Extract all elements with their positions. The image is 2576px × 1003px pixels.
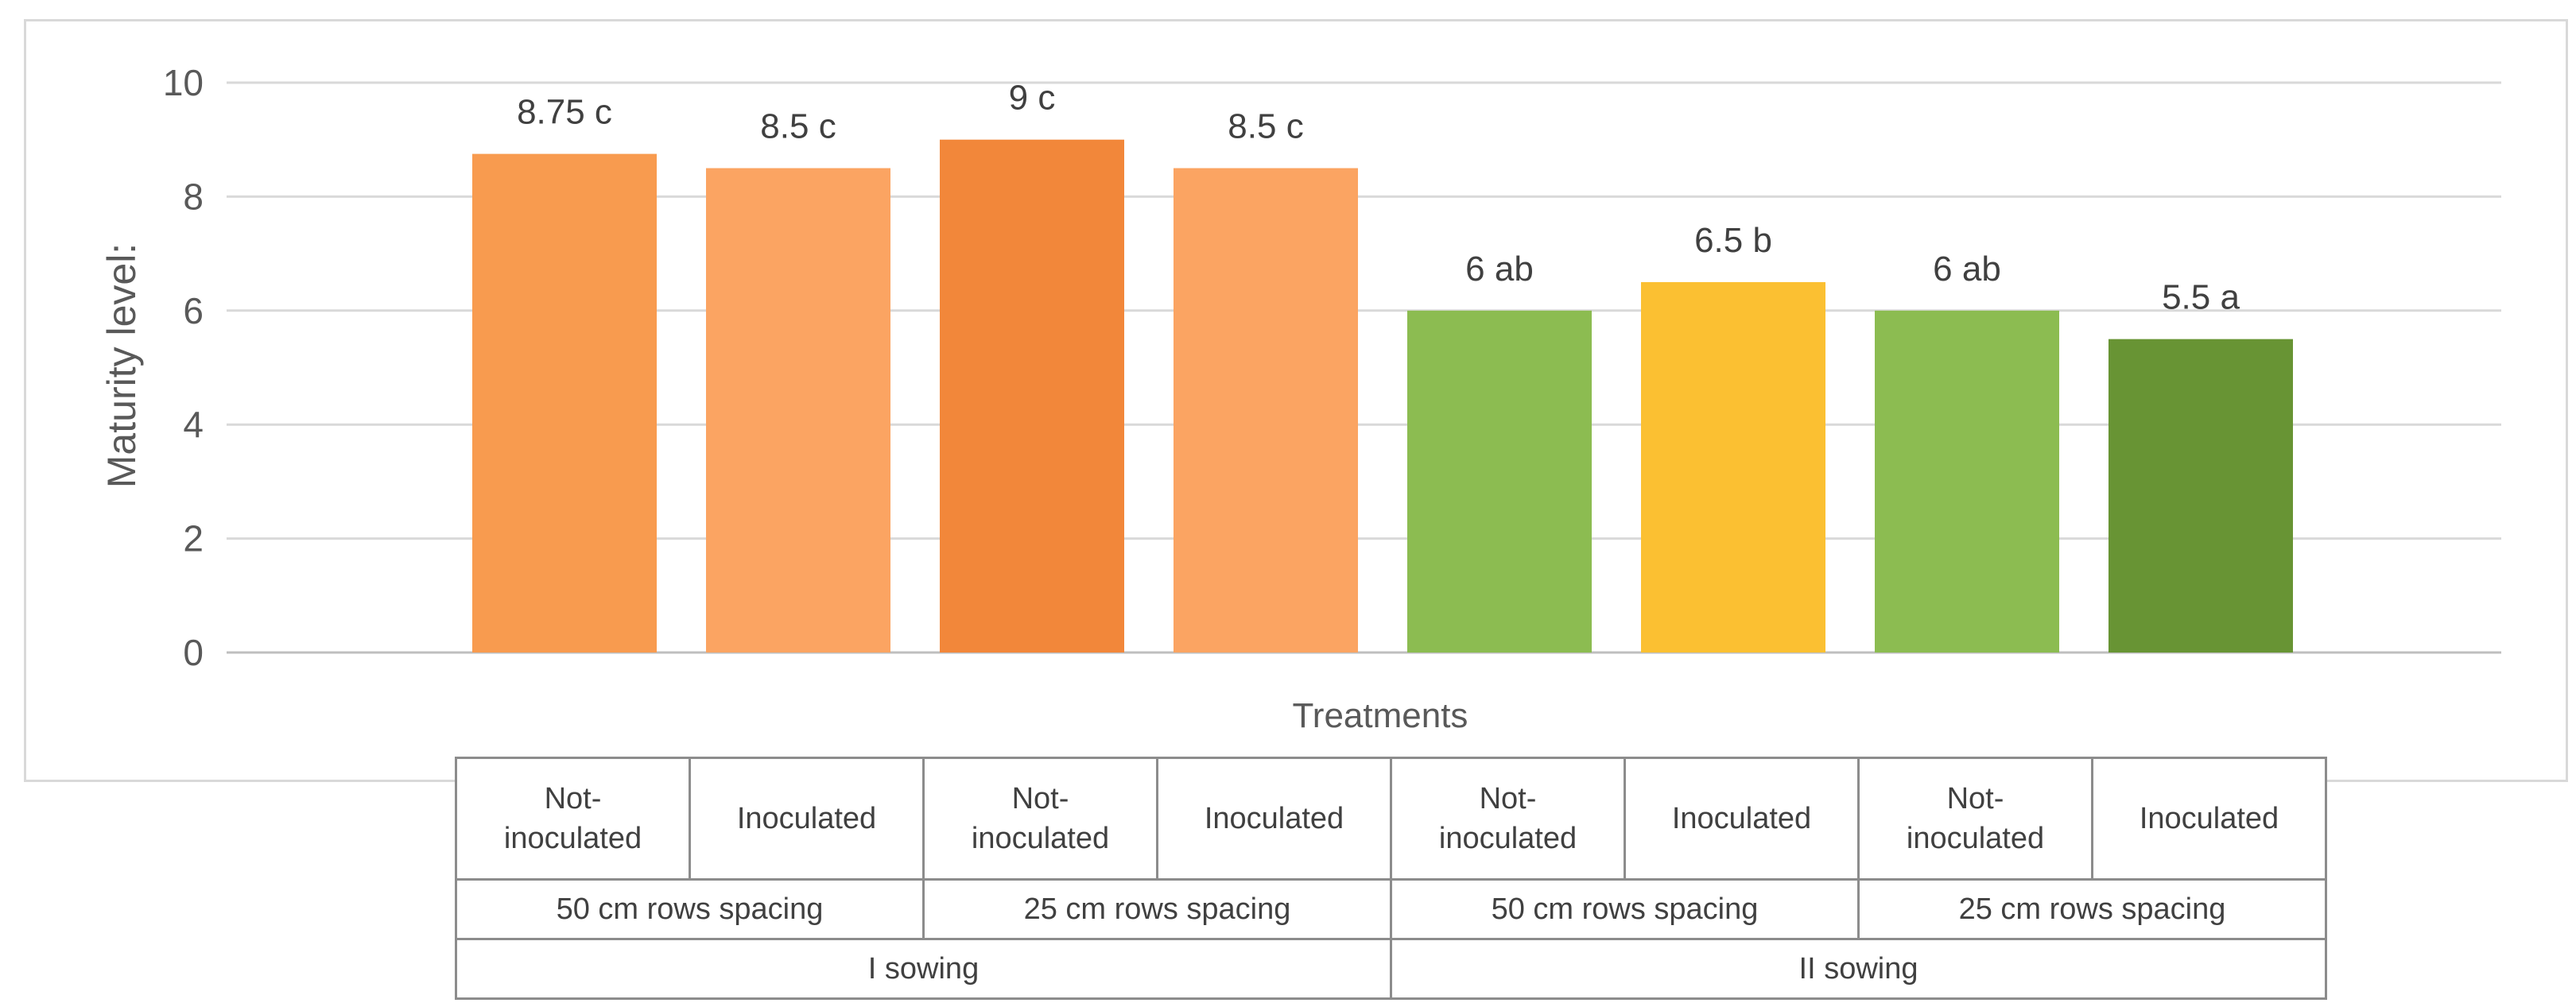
bar xyxy=(1407,310,1592,653)
bar-data-label: 8.75 c xyxy=(517,93,612,132)
table-cell-spacing: 25 cm rows spacing xyxy=(922,878,1392,940)
table-cell-spacing: 50 cm rows spacing xyxy=(455,878,925,940)
table-cell-inoculation: Inoculated xyxy=(1624,757,1860,881)
bar-data-label: 6.5 b xyxy=(1694,221,1772,260)
table-cell-sowing: I sowing xyxy=(455,938,1392,1000)
bar xyxy=(1174,168,1358,653)
bar-data-label: 8.5 c xyxy=(1228,107,1303,146)
y-tick-label: 4 xyxy=(183,404,204,445)
bar-data-label: 6 ab xyxy=(1933,250,2001,289)
table-cell-spacing: 50 cm rows spacing xyxy=(1390,878,1860,940)
table-cell-inoculation: Not-inoculated xyxy=(1857,757,2093,881)
bar-data-label: 8.5 c xyxy=(760,107,836,146)
y-axis-title: Maturity level: xyxy=(99,243,144,488)
bar xyxy=(2109,339,2293,653)
sowing-row: I sowing II sowing xyxy=(455,938,2327,1000)
y-tick-label: 2 xyxy=(183,518,204,560)
table-cell-inoculation: Not-inoculated xyxy=(922,757,1158,881)
bar-data-label: 6 ab xyxy=(1465,250,1534,289)
table-cell-inoculation: Inoculated xyxy=(2091,757,2327,881)
bar xyxy=(940,139,1124,653)
bar xyxy=(1875,310,2059,653)
bar-data-label: 5.5 a xyxy=(2162,278,2240,317)
bar xyxy=(472,153,657,653)
y-tick-label: 6 xyxy=(183,290,204,331)
bar-data-label: 9 c xyxy=(1009,79,1056,118)
treatment-table: Not-inoculated Inoculated Not-inoculated… xyxy=(455,757,2327,1000)
table-cell-sowing: II sowing xyxy=(1390,938,2327,1000)
x-axis-title: Treatments xyxy=(1293,696,1468,735)
bar xyxy=(706,168,890,653)
inoculation-row: Not-inoculated Inoculated Not-inoculated… xyxy=(455,757,2327,881)
bar xyxy=(1641,281,1825,653)
table-cell-inoculation: Not-inoculated xyxy=(1390,757,1626,881)
table-cell-spacing: 25 cm rows spacing xyxy=(1857,878,2327,940)
y-tick-label: 10 xyxy=(163,62,204,103)
table-cell-inoculation: Inoculated xyxy=(689,757,925,881)
y-tick-label: 8 xyxy=(183,176,204,217)
y-tick-label: 0 xyxy=(183,632,204,673)
table-cell-inoculation: Inoculated xyxy=(1156,757,1392,881)
table-cell-inoculation: Not-inoculated xyxy=(455,757,691,881)
spacing-row: 50 cm rows spacing 25 cm rows spacing 50… xyxy=(455,878,2327,940)
